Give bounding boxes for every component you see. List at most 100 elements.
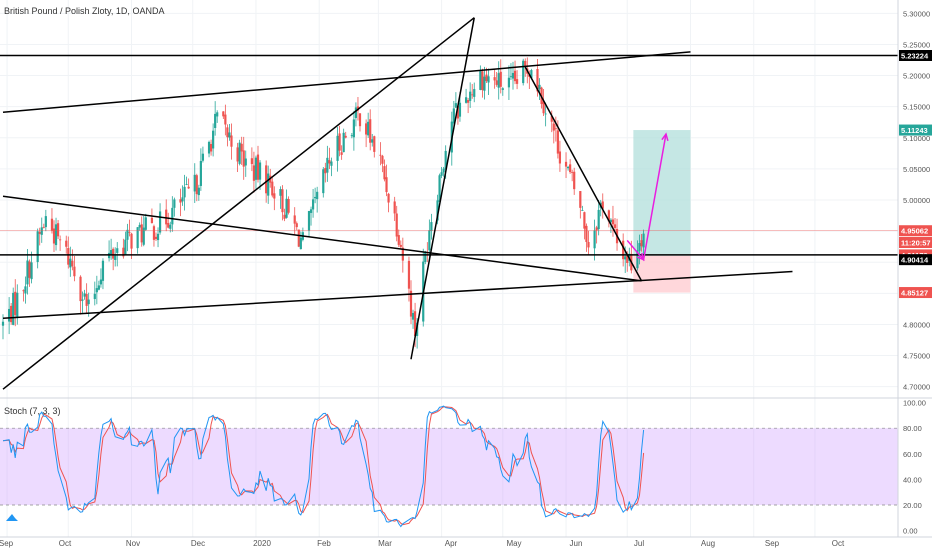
time-tick-label: May [506, 539, 521, 548]
candle-body [256, 154, 260, 180]
candle-body [411, 312, 415, 320]
candle-body [54, 224, 58, 246]
candle-body [479, 71, 482, 90]
candle-body [513, 70, 517, 82]
candle-body [350, 135, 353, 137]
candle-body [128, 231, 131, 233]
candle-body [224, 114, 227, 125]
candle-body [558, 151, 562, 164]
candle-body [44, 216, 47, 228]
time-tick-label: Aug [701, 539, 715, 548]
candle-body [228, 132, 231, 138]
candle-body [212, 130, 215, 149]
candle-body [40, 227, 43, 235]
candle-body [611, 219, 615, 225]
candle-body [12, 292, 15, 325]
candle-body [30, 262, 33, 280]
time-tick-label: Jul [634, 539, 644, 548]
candle-body [195, 175, 198, 195]
candle-body [307, 211, 311, 231]
symbol-name: British Pound / Polish Zloty [4, 6, 111, 16]
candle-body [387, 193, 390, 203]
candle-body [1, 321, 5, 326]
stoch-band [0, 428, 898, 505]
candle-body [28, 261, 31, 278]
candle-body [440, 172, 443, 176]
chart-header: British Pound / Polish Zloty, 1D, OANDA [4, 6, 165, 16]
stop-zone [633, 255, 691, 293]
candle-body [281, 189, 284, 213]
candle-body [424, 251, 427, 262]
candle-body [95, 288, 98, 293]
broker-label: OANDA [132, 6, 165, 16]
candle-body [497, 73, 500, 88]
candle-body [438, 175, 441, 202]
candle-body [467, 100, 470, 103]
candle-body [85, 294, 88, 306]
candle-body [156, 233, 160, 241]
stoch-tick-label: 0.00 [903, 527, 918, 536]
stoch-tick-label: 100.00 [903, 399, 926, 408]
candle-body [340, 152, 343, 155]
candle-body [8, 308, 11, 322]
price-tick-label: 5.10000 [903, 134, 930, 143]
candle-body [601, 201, 604, 209]
price-label-box [899, 124, 932, 136]
candle-body [638, 243, 641, 251]
candle-body [452, 108, 455, 124]
candle-body [369, 119, 372, 143]
arrow-head [636, 252, 645, 262]
time-tick-label: Oct [59, 539, 72, 548]
candle-body [67, 248, 70, 265]
candle-body [114, 255, 117, 260]
candle-body [87, 299, 90, 305]
candle-body [538, 84, 541, 90]
price-tick-label: 5.05000 [903, 165, 930, 174]
time-tick-label: Apr [445, 539, 458, 548]
candle-body [413, 311, 417, 337]
candle-body [36, 231, 39, 263]
candle-body [344, 135, 347, 138]
candle-body [354, 107, 358, 118]
candle-body [42, 226, 45, 228]
candle-body [585, 225, 588, 242]
candle-body [436, 200, 439, 221]
time-tick-label: 2020 [253, 539, 271, 548]
candle-body [216, 112, 219, 117]
candle-body [126, 229, 129, 240]
candle-body [536, 69, 539, 92]
candle-body [154, 236, 158, 239]
candle-body [271, 181, 274, 196]
tradingview-logo-icon [6, 514, 18, 521]
candle-body [395, 213, 398, 237]
candle-body [481, 71, 484, 91]
indicator-label: Stoch (7, 3, 3) [4, 406, 61, 416]
candle-body [250, 158, 253, 165]
candle-body [50, 218, 54, 231]
candle-body [169, 224, 172, 229]
candle-body [322, 169, 325, 194]
candle-body [142, 227, 145, 245]
time-tick-label: Dec [191, 539, 205, 548]
candle-body [487, 76, 490, 83]
candle-body [530, 70, 533, 78]
trend-line [2, 51, 691, 114]
candle-body [464, 97, 468, 103]
candle-body [381, 155, 384, 164]
candle-body [579, 191, 582, 208]
candle-body [150, 217, 154, 224]
candle-body [22, 290, 25, 292]
candle-body [181, 197, 184, 202]
candle-body [136, 227, 139, 249]
candle-body [458, 102, 462, 117]
candle-body [409, 290, 413, 317]
stochastic-panel [0, 397, 932, 528]
candle-body [258, 162, 262, 180]
candle-body [495, 80, 498, 85]
candle-body [293, 215, 296, 224]
candle-body [179, 199, 182, 203]
interval-label: 1D [115, 6, 128, 16]
candle-body [328, 160, 331, 164]
